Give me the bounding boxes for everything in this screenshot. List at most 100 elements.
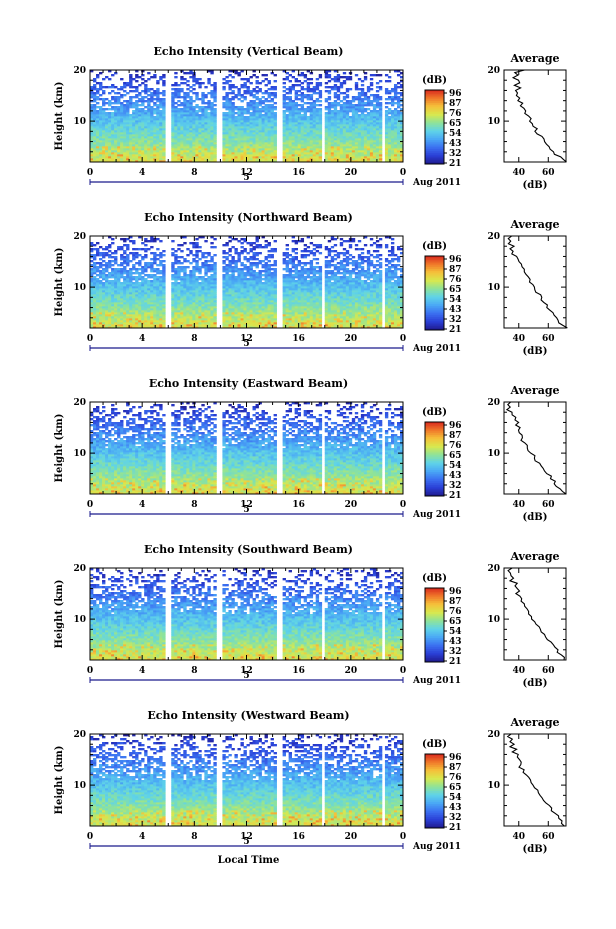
colorbar-band bbox=[425, 112, 444, 115]
heatmap-cell bbox=[222, 78, 226, 81]
heatmap-cell bbox=[348, 316, 353, 319]
heatmap-cell bbox=[198, 134, 202, 137]
heatmap-cell bbox=[288, 152, 292, 155]
panel-0: Echo Intensity (Vertical Beam)2010Height… bbox=[54, 45, 567, 191]
heatmap-cell bbox=[123, 118, 127, 121]
heatmap-cell bbox=[102, 108, 106, 111]
heatmap-cell bbox=[129, 146, 133, 149]
heatmap-cell bbox=[291, 144, 295, 147]
heatmap-cell bbox=[96, 320, 100, 323]
heatmap-cell bbox=[138, 94, 142, 97]
heatmap-cell bbox=[303, 140, 308, 143]
heatmap-cell bbox=[111, 108, 115, 111]
heatmap-cell bbox=[318, 310, 323, 313]
heatmap-cell bbox=[348, 138, 353, 141]
heatmap-cell bbox=[225, 124, 229, 127]
heatmap-cell bbox=[207, 314, 211, 317]
heatmap-cell bbox=[90, 150, 94, 153]
heatmap-cell bbox=[330, 106, 335, 109]
heatmap-cell bbox=[147, 136, 151, 139]
heatmap-cell bbox=[90, 318, 94, 321]
heatmap-cell bbox=[141, 112, 145, 115]
heatmap-cell bbox=[252, 302, 256, 305]
heatmap-cell bbox=[393, 158, 398, 161]
heatmap-cell bbox=[105, 154, 109, 157]
heatmap-cell bbox=[159, 310, 163, 313]
heatmap-cell bbox=[129, 144, 133, 147]
heatmap-cell bbox=[303, 96, 308, 99]
heatmap-cell bbox=[96, 156, 100, 159]
heatmap-cell bbox=[369, 142, 374, 145]
heatmap-cell bbox=[105, 76, 109, 79]
heatmap-cell bbox=[357, 92, 362, 95]
heatmap-cell bbox=[270, 154, 274, 157]
heatmap-cell bbox=[90, 124, 94, 127]
heatmap-cell bbox=[375, 136, 380, 139]
heatmap-cell bbox=[135, 300, 139, 303]
heatmap-cell bbox=[159, 326, 163, 329]
heatmap-cell bbox=[348, 144, 353, 147]
heatmap-cell bbox=[93, 108, 97, 111]
heatmap-cell bbox=[342, 146, 347, 149]
heatmap-cell bbox=[336, 310, 341, 313]
heatmap-cell bbox=[207, 130, 211, 133]
heatmap-cell bbox=[261, 124, 265, 127]
heatmap-cell bbox=[270, 150, 274, 153]
heatmap-cell bbox=[369, 310, 374, 313]
heatmap-cell bbox=[153, 102, 157, 105]
heatmap-cell bbox=[177, 120, 181, 123]
heatmap-cell bbox=[351, 324, 356, 327]
heatmap-cell bbox=[387, 122, 392, 125]
heatmap-cell bbox=[174, 154, 178, 157]
heatmap-cell bbox=[354, 132, 359, 135]
heatmap-cell bbox=[180, 312, 184, 315]
heatmap-cell bbox=[378, 314, 383, 317]
heatmap-cell bbox=[141, 160, 145, 163]
heatmap-cell bbox=[195, 142, 199, 145]
heatmap-cell bbox=[228, 106, 232, 109]
heatmap-cell bbox=[126, 144, 130, 147]
average-x-tick-label: 40 bbox=[512, 168, 525, 178]
heatmap-cell bbox=[108, 308, 112, 311]
heatmap-cell bbox=[90, 312, 94, 315]
heatmap-cell bbox=[108, 318, 112, 321]
heatmap-cell bbox=[282, 154, 286, 157]
heatmap-cell bbox=[288, 74, 292, 77]
heatmap-cell bbox=[135, 142, 139, 145]
heatmap-cell bbox=[348, 148, 353, 151]
heatmap-cell bbox=[147, 126, 151, 129]
heatmap-cell bbox=[159, 316, 163, 319]
heatmap-cell bbox=[366, 160, 371, 163]
heatmap-cell bbox=[270, 312, 274, 315]
heatmap-cell bbox=[345, 136, 350, 139]
heatmap-cell bbox=[333, 156, 338, 159]
heatmap-cell bbox=[249, 140, 253, 143]
heatmap-cell bbox=[135, 132, 139, 135]
heatmap-cell bbox=[354, 152, 359, 155]
heatmap-cell bbox=[123, 94, 127, 97]
heatmap-cell bbox=[294, 146, 299, 149]
heatmap-cell bbox=[138, 148, 142, 151]
heatmap-cell bbox=[336, 110, 341, 113]
heatmap-cell bbox=[261, 320, 265, 323]
heatmap-cell bbox=[330, 132, 335, 135]
heatmap-cell bbox=[147, 160, 151, 163]
heatmap-cell bbox=[309, 314, 314, 317]
heatmap-cell bbox=[186, 326, 190, 329]
heatmap-cell bbox=[294, 78, 299, 81]
heatmap-cell bbox=[303, 156, 308, 159]
heatmap-cell bbox=[366, 312, 371, 315]
heatmap-cell bbox=[294, 156, 299, 159]
heatmap-cell bbox=[120, 136, 124, 139]
heatmap-cell bbox=[342, 110, 347, 113]
heatmap-cell bbox=[378, 306, 383, 309]
heatmap-cell bbox=[174, 146, 178, 149]
heatmap-cell bbox=[144, 320, 148, 323]
heatmap-cell bbox=[138, 126, 142, 129]
heatmap-cell bbox=[306, 320, 311, 323]
heatmap-cell bbox=[225, 318, 229, 321]
heatmap-cell bbox=[213, 310, 217, 313]
heatmap-cell bbox=[249, 156, 253, 159]
heatmap-cell bbox=[348, 110, 353, 113]
heatmap-cell bbox=[201, 82, 205, 85]
